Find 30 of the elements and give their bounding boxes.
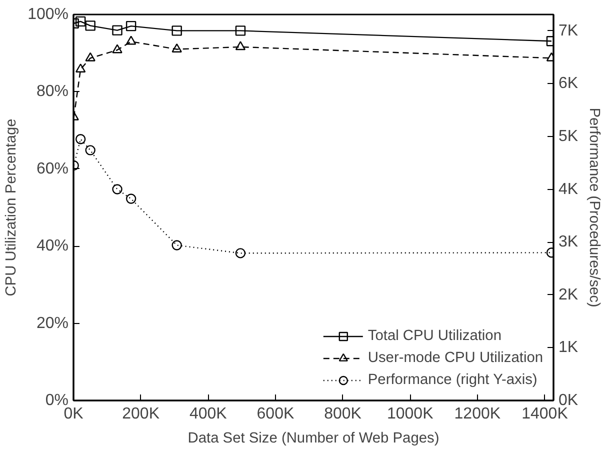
legend-label: Total CPU Utilization — [368, 328, 502, 344]
y2-tick-label: 3K — [558, 234, 578, 251]
y2-tick-label: 1K — [558, 339, 578, 356]
x-axis-title: Data Set Size (Number of Web Pages) — [188, 430, 440, 446]
y2-tick-label: 2K — [558, 286, 578, 304]
legend-label: Performance (right Y-axis) — [368, 372, 538, 388]
point — [235, 248, 246, 258]
x-tick-label: 1200K — [454, 406, 501, 422]
point — [126, 194, 136, 204]
point — [172, 240, 182, 250]
x-tick-label: 200K — [122, 406, 160, 422]
x-tick-label: 400K — [189, 406, 228, 422]
x-tick-label: 1000K — [386, 406, 434, 422]
y-tick-label: 80% — [36, 83, 69, 100]
point — [75, 134, 86, 144]
x-tick-label: 600K — [256, 406, 294, 422]
x-tick-label: 800K — [324, 406, 362, 422]
point — [85, 145, 96, 156]
y2-tick-label: 5K — [558, 128, 578, 145]
y-tick-label: 60% — [36, 160, 69, 178]
y-tick-label: 40% — [36, 238, 69, 255]
y2-axis-title: Performance (Procedures/sec) — [586, 108, 602, 308]
y-axis-title: CPU Utilization Percentage — [4, 118, 20, 296]
y-tick-label: 100% — [28, 6, 68, 23]
legend-label: User-mode CPU Utilization — [368, 350, 543, 366]
y2-tick-label: 4K — [558, 180, 578, 198]
y2-tick-label: 7K — [558, 22, 578, 40]
y-tick-label: 20% — [36, 314, 69, 332]
y2-tick-label: 6K — [558, 75, 578, 92]
point — [112, 184, 122, 194]
